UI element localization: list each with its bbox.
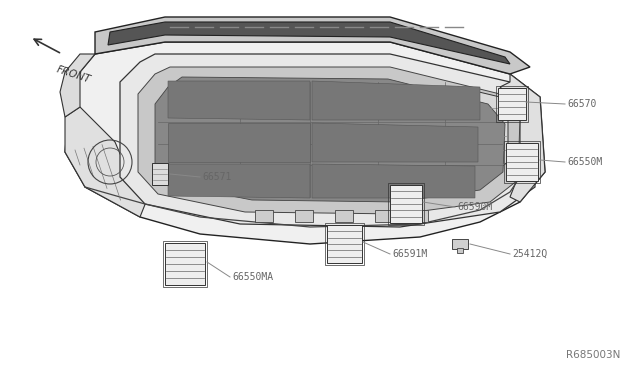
Text: 66570: 66570	[567, 99, 596, 109]
Text: 66590M: 66590M	[457, 202, 492, 212]
Polygon shape	[168, 81, 310, 120]
Text: 25412Q: 25412Q	[512, 249, 547, 259]
Text: 66550MA: 66550MA	[232, 272, 273, 282]
Text: 66591M: 66591M	[392, 249, 428, 259]
FancyBboxPatch shape	[506, 143, 538, 181]
Bar	[335, 210, 353, 222]
Polygon shape	[65, 42, 545, 244]
Bar	[255, 210, 273, 222]
Polygon shape	[500, 74, 545, 202]
Bar	[410, 210, 428, 222]
Text: R685003N: R685003N	[566, 350, 620, 360]
Bar	[375, 210, 393, 222]
Bar	[452, 239, 468, 249]
Bar	[457, 248, 463, 253]
Bar	[295, 210, 313, 222]
FancyBboxPatch shape	[498, 88, 526, 120]
Polygon shape	[312, 164, 475, 198]
Polygon shape	[120, 54, 535, 227]
Text: 66571: 66571	[202, 172, 232, 182]
Polygon shape	[95, 17, 530, 74]
Polygon shape	[65, 107, 148, 217]
FancyBboxPatch shape	[390, 185, 422, 223]
Text: 66550M: 66550M	[567, 157, 602, 167]
Polygon shape	[168, 123, 310, 162]
Polygon shape	[155, 77, 505, 202]
Polygon shape	[108, 22, 510, 64]
Polygon shape	[168, 164, 310, 198]
FancyBboxPatch shape	[328, 225, 362, 263]
Text: FRONT: FRONT	[55, 64, 92, 84]
Polygon shape	[312, 81, 480, 120]
Polygon shape	[312, 123, 478, 162]
FancyBboxPatch shape	[165, 243, 205, 285]
Polygon shape	[60, 54, 95, 117]
Polygon shape	[445, 87, 508, 174]
Polygon shape	[138, 67, 520, 214]
Bar	[152, 163, 168, 185]
